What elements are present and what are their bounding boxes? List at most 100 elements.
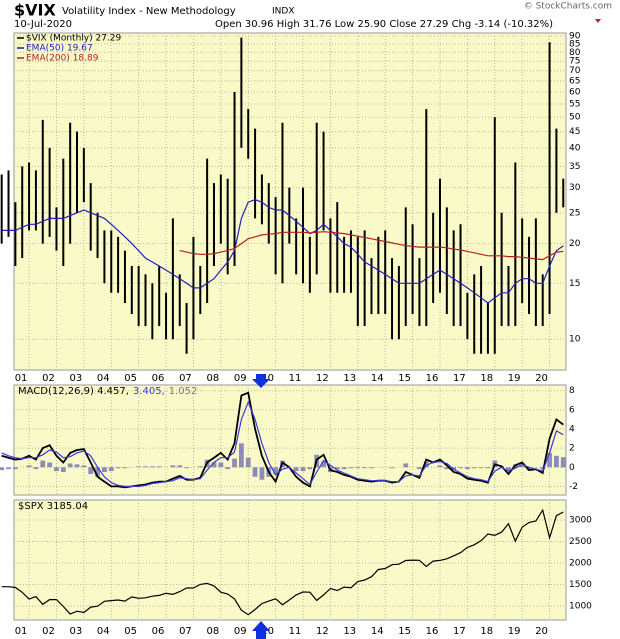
- y-tick-label: 65: [569, 76, 580, 86]
- y-tick-label: 6: [569, 405, 575, 415]
- x-tick-label: 05: [124, 626, 137, 637]
- y-tick-label: 40: [569, 143, 581, 153]
- histogram-bar: [444, 467, 450, 470]
- x-tick-label: 04: [97, 626, 110, 637]
- histogram-bar: [54, 467, 59, 472]
- y-tick-label: 70: [569, 66, 581, 76]
- symbol: $VIX: [14, 1, 56, 20]
- quote: Open 30.96 High 31.76 Low 25.90 Close 27…: [215, 19, 553, 30]
- credit: © StockCharts.com: [524, 2, 612, 12]
- legend-label: EMA(50) 19.67: [26, 44, 93, 54]
- series-line: [1, 391, 564, 489]
- histogram-bar: [362, 467, 368, 469]
- histogram-bar: [471, 467, 477, 469]
- histogram-bar: [334, 467, 340, 470]
- y-tick-label: 1000: [569, 602, 592, 612]
- x-tick-label: 01: [15, 373, 28, 384]
- x-tick-label: 10: [261, 373, 274, 384]
- y-tick-label: 8: [569, 386, 575, 396]
- x-tick-label: 03: [69, 626, 82, 637]
- x-tick-label: 17: [453, 373, 466, 384]
- histogram-bar: [307, 467, 313, 470]
- legend-label: 3.405,: [133, 386, 165, 397]
- y-tick-label: 4: [569, 425, 575, 435]
- y-tick-label: 35: [569, 162, 580, 172]
- x-tick-label: 15: [398, 373, 411, 384]
- histogram-bar: [540, 467, 546, 470]
- histogram-bar: [417, 467, 422, 470]
- x-tick-label: 04: [97, 373, 110, 384]
- histogram-bar: [423, 461, 429, 468]
- histogram-bar: [478, 467, 484, 469]
- x-tick-label: 02: [42, 373, 55, 384]
- x-tick-label: 11: [289, 626, 302, 637]
- histogram-bar: [519, 465, 525, 468]
- histogram-bar: [293, 467, 299, 472]
- histogram-bar: [218, 462, 224, 468]
- histogram-bar: [369, 467, 374, 469]
- y-tick-label: 50: [569, 113, 581, 123]
- legend-label: MACD(12,26,9) 4.457,: [18, 386, 129, 397]
- histogram-bar: [177, 465, 183, 468]
- date: 10-Jul-2020: [14, 19, 72, 30]
- y-tick-label: 0: [569, 463, 575, 473]
- y-tick-label: 30: [569, 183, 581, 193]
- y-tick-label: 55: [569, 99, 580, 109]
- y-tick-label: 45: [569, 127, 580, 137]
- x-tick-label: 19: [508, 373, 521, 384]
- x-tick-label: 01: [15, 626, 28, 637]
- chg-marker: [595, 19, 601, 23]
- y-tick-label: 80: [569, 48, 581, 58]
- y-tick-label: 3000: [569, 516, 592, 526]
- x-tick-label: 12: [316, 373, 329, 384]
- x-tick-label: 03: [69, 373, 82, 384]
- histogram-bar: [47, 462, 53, 468]
- x-tick-label: 20: [535, 373, 548, 384]
- x-tick-label: 15: [398, 626, 411, 637]
- index-name: Volatility Index - New Methodology: [62, 6, 236, 17]
- histogram-bar: [74, 464, 80, 468]
- panel-bg: [13, 499, 567, 621]
- x-tick-label: 07: [179, 626, 192, 637]
- histogram-bar: [259, 467, 265, 480]
- histogram-bar: [560, 457, 566, 468]
- y-tick-label: 2: [569, 444, 575, 454]
- histogram-bar: [506, 467, 511, 471]
- histogram-bar: [102, 467, 107, 473]
- y-tick-label: 25: [569, 208, 580, 218]
- y-tick-label: 15: [569, 279, 580, 289]
- histogram-bar: [464, 467, 470, 470]
- histogram-bar: [60, 467, 66, 473]
- histogram-bar: [149, 466, 155, 468]
- x-tick-label: 18: [480, 626, 493, 637]
- histogram-bar: [26, 465, 32, 468]
- x-tick-label: 20: [535, 626, 548, 637]
- arrow-marker: [252, 374, 270, 388]
- x-tick-label: 06: [152, 626, 165, 637]
- histogram-bar: [321, 461, 326, 468]
- histogram-bar: [67, 463, 73, 468]
- histogram-bar: [33, 467, 39, 470]
- x-tick-label: 17: [453, 626, 466, 637]
- histogram-bar: [300, 467, 306, 472]
- x-tick-label: 13: [343, 626, 356, 637]
- histogram-bar: [115, 467, 121, 469]
- y-tick-label: 2500: [569, 537, 592, 547]
- x-tick-label: 02: [42, 626, 55, 637]
- x-tick-label: 07: [179, 373, 192, 384]
- legend-label: 1.052: [169, 386, 198, 397]
- x-tick-label: 11: [289, 373, 302, 384]
- histogram-bar: [526, 467, 532, 471]
- histogram-bar: [485, 467, 491, 469]
- histogram-bar: [81, 465, 87, 468]
- y-tick-label: 90: [569, 32, 581, 42]
- y-tick-label: -2: [569, 482, 578, 492]
- histogram-bar: [184, 467, 189, 469]
- histogram-bar: [547, 452, 552, 468]
- histogram-bar: [232, 458, 237, 468]
- exchange: INDX: [272, 7, 294, 17]
- x-tick-label: 16: [426, 626, 439, 637]
- histogram-bar: [348, 467, 354, 469]
- histogram-bar: [211, 462, 217, 468]
- x-tick-label: 18: [480, 373, 493, 384]
